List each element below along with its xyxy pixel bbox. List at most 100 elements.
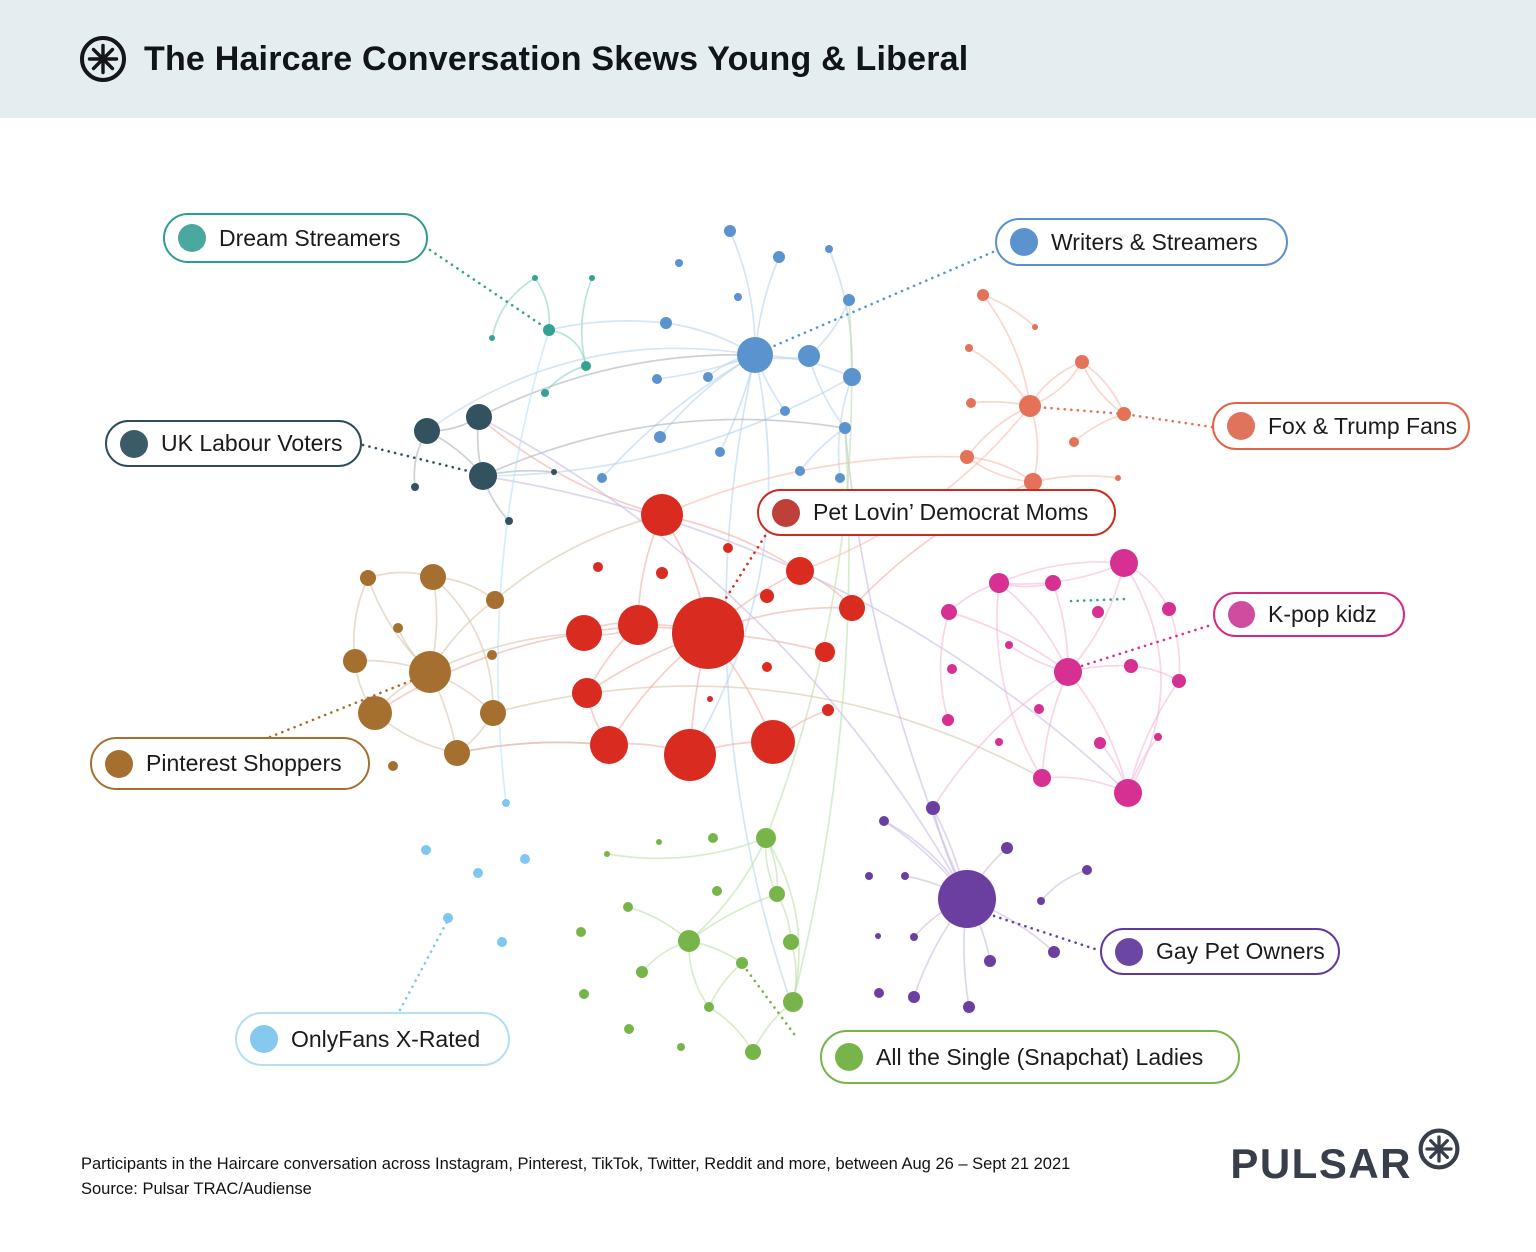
graph-node-writers	[839, 422, 851, 434]
graph-node-dream	[541, 389, 549, 397]
graph-node-onlyfans	[473, 868, 483, 878]
network-edge	[478, 416, 663, 516]
cluster-color-dot-fox	[1227, 412, 1255, 440]
graph-node-onlyfans	[502, 799, 510, 807]
network-edge	[966, 456, 1034, 483]
cluster-color-dot-moms	[772, 498, 800, 527]
network-edge	[1123, 562, 1162, 794]
graph-node-writers	[724, 225, 736, 237]
graph-node-kpop	[941, 604, 957, 620]
pulsar-asterisk-icon	[80, 36, 126, 82]
graph-node-pinterest	[360, 570, 376, 586]
network-edge	[374, 632, 585, 714]
graph-node-pinterest	[486, 591, 504, 609]
graph-node-gay	[938, 870, 996, 928]
graph-node-writers	[652, 374, 662, 384]
leader-line-dream	[428, 248, 551, 332]
graph-node-pinterest	[343, 649, 367, 673]
network-edge	[1081, 361, 1125, 415]
graph-node-moms	[786, 557, 814, 585]
network-edge	[491, 277, 536, 339]
network-edge	[497, 329, 550, 804]
network-edge	[544, 365, 587, 394]
network-edge	[982, 294, 1031, 407]
cluster-label-text: Fox & Trump Fans	[1268, 412, 1458, 439]
graph-node-writers	[795, 466, 805, 476]
network-edge	[534, 277, 551, 331]
graph-node-moms	[566, 615, 602, 651]
cluster-label-text: UK Labour Voters	[161, 430, 343, 456]
cluster-label-pill-dream: Dream Streamers	[163, 213, 428, 263]
leader-line-onlyfans	[398, 918, 450, 1012]
caption-line-2: Source: Pulsar TRAC/Audiense	[81, 1180, 312, 1198]
graph-node-kpop	[1172, 674, 1186, 688]
graph-node-writers	[660, 317, 672, 329]
network-edge	[1081, 361, 1125, 415]
cluster-color-dot-kpop	[1228, 601, 1255, 628]
graph-node-moms	[839, 595, 865, 621]
graph-node-snap	[623, 902, 633, 912]
graph-node-kpop	[989, 573, 1009, 593]
graph-node-fox	[1024, 473, 1042, 491]
graph-node-pinterest	[444, 740, 470, 766]
graph-node-dream	[532, 275, 538, 281]
graph-node-kpop	[1054, 658, 1082, 686]
graph-node-snap	[736, 957, 748, 969]
graph-node-writers	[715, 447, 725, 457]
graph-node-moms	[672, 597, 744, 669]
network-edge	[1073, 413, 1125, 443]
graph-node-writers	[835, 473, 845, 483]
network-edge	[998, 561, 1125, 584]
graph-node-writers	[825, 245, 833, 253]
graph-node-snap	[636, 966, 648, 978]
graph-node-kpop	[942, 714, 954, 726]
cluster-label-pill-fox: Fox & Trump Fans	[1212, 402, 1470, 450]
graph-node-snap	[576, 927, 586, 937]
graph-node-fox	[966, 398, 976, 408]
graph-node-snap	[678, 930, 700, 952]
graph-node-dream	[581, 361, 591, 371]
page-title: The Haircare Conversation Skews Young & …	[144, 39, 969, 78]
network-edge	[606, 837, 767, 860]
leader-line-kpop	[1070, 624, 1210, 671]
graph-node-writers	[675, 259, 683, 267]
graph-node-moms	[656, 567, 668, 579]
graph-node-kpop	[995, 738, 1003, 746]
network-edge	[948, 611, 1069, 673]
network-edge	[688, 893, 778, 942]
network-edge	[966, 456, 1034, 483]
graph-node-snap	[712, 886, 722, 896]
graph-node-fox	[977, 289, 989, 301]
graph-node-snap	[756, 828, 776, 848]
graph-node-moms	[618, 605, 658, 645]
network-edge	[939, 611, 950, 721]
graph-node-gay	[865, 872, 873, 880]
graph-node-gay	[910, 933, 918, 941]
graph-node-labour	[414, 418, 440, 444]
graph-node-pinterest	[388, 761, 398, 771]
graph-node-snap	[677, 1043, 685, 1051]
pulsar-asterisk-icon	[1418, 1128, 1460, 1170]
network-edge	[352, 577, 369, 662]
graph-node-fox	[1032, 324, 1038, 330]
network-edge	[432, 576, 494, 714]
graph-node-kpop	[1045, 575, 1061, 591]
network-edge	[1032, 474, 1119, 483]
graph-node-gay	[1001, 842, 1013, 854]
header: The Haircare Conversation Skews Young & …	[0, 0, 1536, 118]
graph-node-writers	[703, 372, 713, 382]
graph-node-snap	[708, 833, 718, 843]
network-edge	[601, 354, 756, 479]
graph-node-pinterest	[487, 650, 497, 660]
cluster-label-text: Gay Pet Owners	[1156, 938, 1325, 964]
network-edge	[729, 230, 756, 356]
cluster-label-pill-onlyfans: OnlyFans X-Rated	[235, 1012, 510, 1066]
network-edge	[1040, 869, 1088, 902]
graph-node-labour	[466, 404, 492, 430]
leader-line-fox	[1122, 412, 1214, 429]
graph-node-writers	[798, 345, 820, 367]
graph-node-gay	[1048, 946, 1060, 958]
leader-line-pinterest	[268, 672, 430, 739]
network-edge	[966, 405, 1031, 458]
